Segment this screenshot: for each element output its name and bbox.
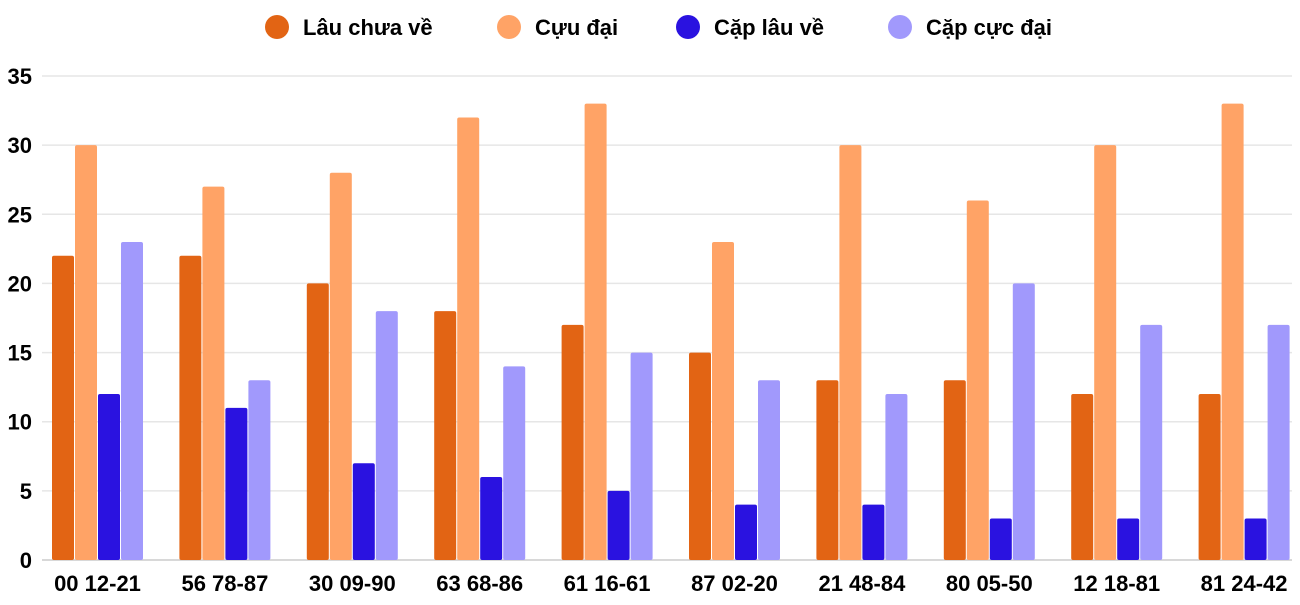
bar <box>1071 394 1094 560</box>
legend-swatch <box>888 15 912 39</box>
y-tick-label: 10 <box>8 410 32 435</box>
legend: Lâu chưa về Cựu đại Cặp lâu về Cặp cực đại <box>265 15 1052 40</box>
bar <box>966 200 989 560</box>
bar <box>480 477 503 560</box>
bar <box>1267 324 1290 560</box>
bar <box>179 255 202 560</box>
legend-label: Cựu đại <box>535 15 618 40</box>
bar <box>1140 324 1163 560</box>
legend-item[interactable]: Cặp cực đại <box>888 15 1052 40</box>
bar <box>1012 283 1035 560</box>
bar <box>98 394 120 560</box>
x-tick-label: 00 12-21 <box>54 571 141 596</box>
bar <box>689 352 711 560</box>
bar <box>121 241 143 560</box>
legend-swatch <box>676 15 700 39</box>
x-tick-label: 87 02-20 <box>691 571 778 596</box>
y-tick-label: 5 <box>20 479 32 504</box>
bar <box>862 504 885 560</box>
bar <box>989 518 1012 560</box>
y-tick-label: 20 <box>8 271 32 296</box>
x-tick-label: 61 16-61 <box>564 571 651 596</box>
bar <box>375 311 398 560</box>
bar <box>943 380 966 560</box>
legend-label: Cặp cực đại <box>926 15 1052 40</box>
y-tick-label: 15 <box>8 341 32 366</box>
bar <box>839 145 862 560</box>
x-tick-label: 81 24-42 <box>1201 571 1288 596</box>
y-axis: 0 5 10 15 20 25 30 35 <box>8 64 32 573</box>
bar <box>457 117 480 560</box>
x-tick-label: 80 05-50 <box>946 571 1033 596</box>
x-tick-label: 63 68-86 <box>436 571 523 596</box>
bar <box>758 380 780 560</box>
x-tick-label: 12 18-81 <box>1073 571 1160 596</box>
bar <box>607 490 630 560</box>
bar <box>1221 103 1244 561</box>
x-tick-label: 30 09-90 <box>309 571 396 596</box>
y-tick-label: 35 <box>8 64 32 89</box>
bar <box>352 463 375 560</box>
bar <box>1198 394 1221 560</box>
legend-label: Cặp lâu về <box>714 15 824 40</box>
bar <box>1094 145 1117 560</box>
legend-item[interactable]: Lâu chưa về <box>265 15 433 40</box>
bar <box>885 394 908 560</box>
bar <box>225 407 248 560</box>
legend-item[interactable]: Cặp lâu về <box>676 15 824 40</box>
bar <box>816 380 839 560</box>
bar <box>248 380 271 560</box>
bar <box>75 145 97 560</box>
bar <box>503 366 526 560</box>
legend-swatch <box>497 15 521 39</box>
legend-label: Lâu chưa về <box>303 15 433 40</box>
y-tick-label: 0 <box>20 548 32 573</box>
bar <box>584 103 607 561</box>
x-tick-label: 21 48-84 <box>818 571 906 596</box>
bar <box>735 504 757 560</box>
bar <box>712 241 734 560</box>
legend-item[interactable]: Cựu đại <box>497 15 618 40</box>
y-tick-label: 25 <box>8 202 32 227</box>
x-axis: 00 12-21 56 78-87 30 09-90 63 68-86 61 16-61… <box>54 571 1287 596</box>
bar <box>52 255 74 560</box>
bars <box>52 103 1290 561</box>
bar <box>329 172 352 561</box>
legend-swatch <box>265 15 289 39</box>
bar <box>630 352 653 560</box>
bar <box>1117 518 1140 560</box>
bar <box>561 324 584 560</box>
bar <box>434 311 457 560</box>
bar <box>1244 518 1267 560</box>
bar <box>306 283 329 560</box>
bar <box>202 186 225 560</box>
y-tick-label: 30 <box>8 133 32 158</box>
x-tick-label: 56 78-87 <box>181 571 268 596</box>
